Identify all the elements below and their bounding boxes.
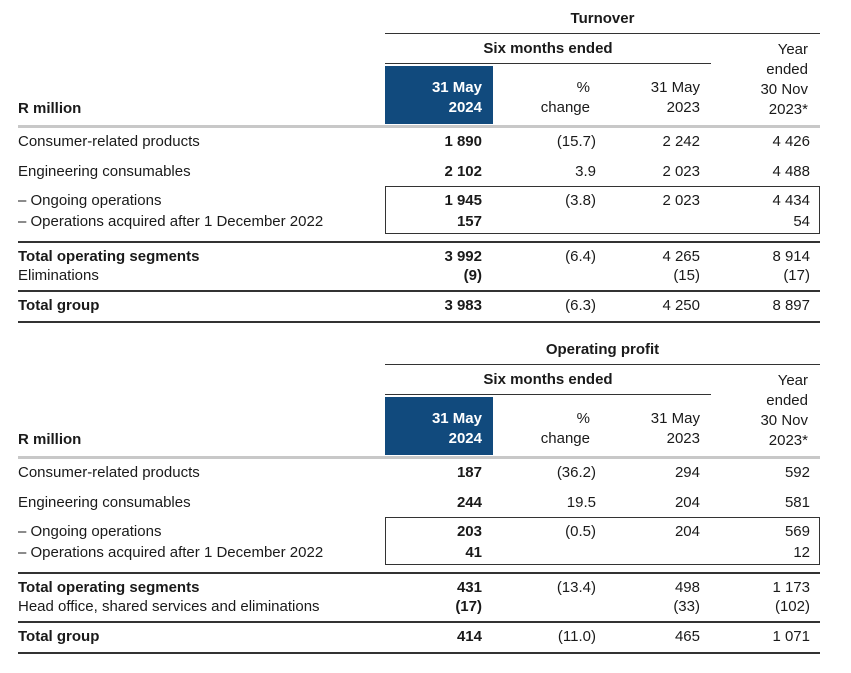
cell-year: 8 914 [772, 248, 810, 265]
sub-operations-box [385, 186, 820, 234]
row-label: Eliminations [18, 267, 99, 284]
rule [385, 394, 711, 395]
year-header: Year ended 30 Nov 2023* [760, 41, 808, 118]
row-label: Engineering consumables [18, 494, 191, 511]
period-header: Six months ended [483, 371, 613, 388]
row-label: Total operating segments [18, 579, 200, 596]
cell-prior: 4 265 [662, 248, 700, 265]
row-label: Total group [18, 297, 100, 314]
cell-prior: 498 [674, 579, 700, 596]
cell-current: 1 945 [444, 192, 482, 209]
year-header: Year ended 30 Nov 2023* [760, 372, 808, 449]
cell-change: (11.0) [557, 628, 596, 645]
row-label: Consumer-related products [18, 464, 200, 481]
cell-current: 1 890 [444, 133, 482, 150]
cell-change: (6.3) [565, 297, 596, 314]
row-label: Head office, shared services and elimina… [18, 598, 320, 615]
cell-year: 54 [793, 213, 810, 230]
row-label: – Operations acquired after 1 December 2… [18, 544, 324, 561]
cell-prior: 204 [674, 494, 700, 511]
cell-current: 244 [456, 494, 482, 511]
cell-change: (36.2) [556, 464, 596, 481]
prior-period-header: 31 May 2023 [650, 79, 700, 116]
table-title: Operating profit [545, 341, 660, 358]
change-header: % change [540, 79, 590, 116]
header-separator [18, 456, 820, 459]
current-period-header: 31 May 2024 [431, 79, 482, 116]
cell-current: 3 992 [444, 248, 482, 265]
cell-year: 4 426 [772, 133, 810, 150]
rule [18, 321, 820, 323]
cell-year: 592 [784, 464, 810, 481]
cell-prior: 294 [674, 464, 700, 481]
cell-current: 431 [456, 579, 482, 596]
cell-year: (17) [783, 267, 810, 284]
row-header: R million [18, 100, 82, 117]
cell-year: 1 173 [772, 579, 810, 596]
rule [385, 63, 711, 64]
cell-current: 203 [456, 523, 482, 540]
cell-year: 8 897 [772, 297, 810, 314]
cell-current: 3 983 [444, 297, 482, 314]
cell-current: (17) [455, 598, 482, 615]
cell-current: 414 [456, 628, 482, 645]
cell-year: 1 071 [772, 628, 810, 645]
cell-prior: 4 250 [662, 297, 700, 314]
cell-prior: (15) [673, 267, 700, 284]
rule [18, 652, 820, 654]
cell-prior: 2 023 [662, 192, 700, 209]
cell-prior: 465 [674, 628, 700, 645]
cell-prior: 2 023 [662, 163, 700, 180]
cell-change: (13.4) [556, 579, 596, 596]
cell-year: 569 [784, 523, 810, 540]
rule [18, 241, 820, 243]
cell-current: 2 102 [444, 163, 482, 180]
cell-current: 187 [456, 464, 482, 481]
rule [18, 621, 820, 623]
table-title: Turnover [570, 10, 635, 27]
cell-prior: 204 [674, 523, 700, 540]
cell-year: 581 [784, 494, 810, 511]
cell-current: 157 [456, 213, 482, 230]
row-label: Engineering consumables [18, 163, 191, 180]
cell-year: (102) [774, 598, 810, 615]
sub-operations-box [385, 517, 820, 565]
row-label: – Operations acquired after 1 December 2… [18, 213, 324, 230]
cell-year: 4 434 [772, 192, 810, 209]
rule [18, 572, 820, 574]
row-label: – Ongoing operations [18, 523, 162, 540]
cell-year: 12 [793, 544, 810, 561]
cell-change: (0.5) [565, 523, 596, 540]
cell-prior: 2 242 [662, 133, 700, 150]
turnover-table: Turnover Six months ended 31 May 2024 % … [18, 10, 820, 323]
current-period-header-cell [385, 66, 493, 124]
operating-profit-table: Operating profit Six months ended 31 May… [0, 331, 851, 671]
current-period-header-cell [385, 397, 493, 455]
cell-change: 19.5 [566, 494, 596, 511]
cell-change: 3.9 [575, 163, 596, 180]
header-separator [18, 125, 820, 128]
row-label: Total group [18, 628, 100, 645]
cell-current: (9) [463, 267, 482, 284]
cell-prior: (33) [673, 598, 700, 615]
row-label: Total operating segments [18, 248, 200, 265]
cell-change: (15.7) [556, 133, 596, 150]
cell-current: 41 [465, 544, 482, 561]
row-header: R million [18, 431, 82, 448]
period-header: Six months ended [483, 40, 613, 57]
row-label: – Ongoing operations [18, 192, 162, 209]
cell-change: (3.8) [565, 192, 596, 209]
prior-period-header: 31 May 2023 [650, 410, 700, 447]
row-label: Consumer-related products [18, 133, 200, 150]
cell-change: (6.4) [565, 248, 596, 265]
cell-year: 4 488 [772, 163, 810, 180]
change-header: % change [540, 410, 590, 447]
rule [18, 290, 820, 292]
rule [385, 364, 820, 365]
rule [385, 33, 820, 34]
current-period-header: 31 May 2024 [431, 410, 482, 447]
